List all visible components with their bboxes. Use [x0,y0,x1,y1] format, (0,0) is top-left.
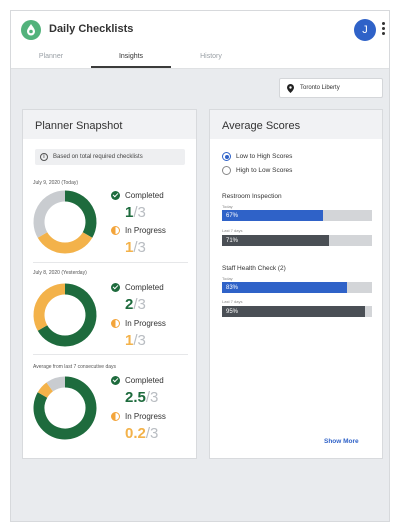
tab-planner[interactable]: Planner [38,53,64,60]
bar-caption: Last 7 days [222,299,243,304]
location-selector[interactable]: Toronto Liberty [279,78,383,98]
in-progress-value: 1/3 [125,239,146,256]
tab-insights[interactable]: Insights [118,53,144,60]
bar-fill [222,282,347,293]
info-icon: i [40,153,48,161]
card-title: Average Scores [222,120,301,132]
bar-caption: Today [222,204,233,209]
half-circle-icon [111,319,120,328]
section-label: July 8, 2020 (Yesterday) [33,270,87,276]
bar-caption: Last 7 days [222,228,243,233]
completed-value: 2.5/3 [125,389,159,406]
user-avatar[interactable]: J [354,19,376,41]
in-progress-label: In Progress [125,412,166,421]
in-progress-value: 0.2/3 [125,425,159,442]
score-bar: 83% [222,282,372,293]
half-circle-icon [111,412,120,421]
planner-snapshot-card: Planner Snapshot i Based on total requir… [22,109,197,459]
donut-segment-in-progress [37,382,54,398]
bar-value: 67% [226,213,239,219]
bar-fill [222,235,329,246]
sort-option-label[interactable]: High to Low Scores [236,167,293,174]
donut-chart [33,376,97,440]
check-circle-icon [111,283,120,292]
in-progress-value: 1/3 [125,332,146,349]
check-circle-icon [111,191,120,200]
app-title: Daily Checklists [49,23,134,35]
show-more-link[interactable]: Show More [324,438,359,445]
average-scores-card: Average Scores Low to High Scores High t… [209,109,383,459]
sort-high-low-radio[interactable] [222,166,231,175]
score-bar: 71% [222,235,372,246]
check-circle-icon [111,376,120,385]
completed-label: Completed [125,283,164,292]
donut-segment-completed [64,190,97,238]
completed-label: Completed [125,376,164,385]
location-label: Toronto Liberty [300,85,340,91]
tab-history[interactable]: History [200,53,222,60]
metric-title: Restroom Inspection [222,193,282,200]
tab-bar: Planner Insights History [11,49,389,69]
app-logo-icon [21,20,41,40]
in-progress-label: In Progress [125,319,166,328]
app-frame: Daily Checklists J Planner Insights Hist… [10,10,390,522]
bar-value: 71% [226,238,239,244]
bar-value: 83% [226,285,239,291]
donut-segment-remaining [33,190,66,238]
location-pin-icon [287,84,294,93]
donut-segment-completed [33,376,97,440]
divider [33,262,188,263]
in-progress-label: In Progress [125,226,166,235]
bar-fill [222,210,323,221]
card-title: Planner Snapshot [35,120,123,132]
donut-chart [33,283,97,347]
info-banner: i Based on total required checklists [35,149,185,165]
card-header: Average Scores [210,110,382,139]
score-bar: 67% [222,210,372,221]
donut-segment-remaining [46,376,66,392]
card-header: Planner Snapshot [23,110,196,139]
donut-segment-completed [37,283,97,347]
sort-option-label[interactable]: Low to High Scores [236,153,293,160]
section-label: July 9, 2020 (Today) [33,180,79,186]
bar-caption: Today [222,276,233,281]
more-menu-icon[interactable] [382,22,385,36]
bar-fill [222,306,365,317]
donut-segment-in-progress [37,231,93,254]
completed-value: 2/3 [125,296,146,313]
completed-label: Completed [125,191,164,200]
half-circle-icon [111,226,120,235]
score-bar: 95% [222,306,372,317]
bar-value: 95% [226,309,239,315]
section-label: Average from last 7 consecutive days [33,364,117,370]
metric-title: Staff Health Check (2) [222,265,286,272]
active-tab-indicator [91,66,171,68]
app-bar: Daily Checklists J [11,11,389,49]
donut-chart [33,190,97,254]
completed-value: 1/3 [125,204,146,221]
sort-low-high-radio[interactable] [222,152,231,161]
donut-segment-in-progress [33,283,66,331]
info-text: Based on total required checklists [53,154,143,160]
divider [33,354,188,355]
